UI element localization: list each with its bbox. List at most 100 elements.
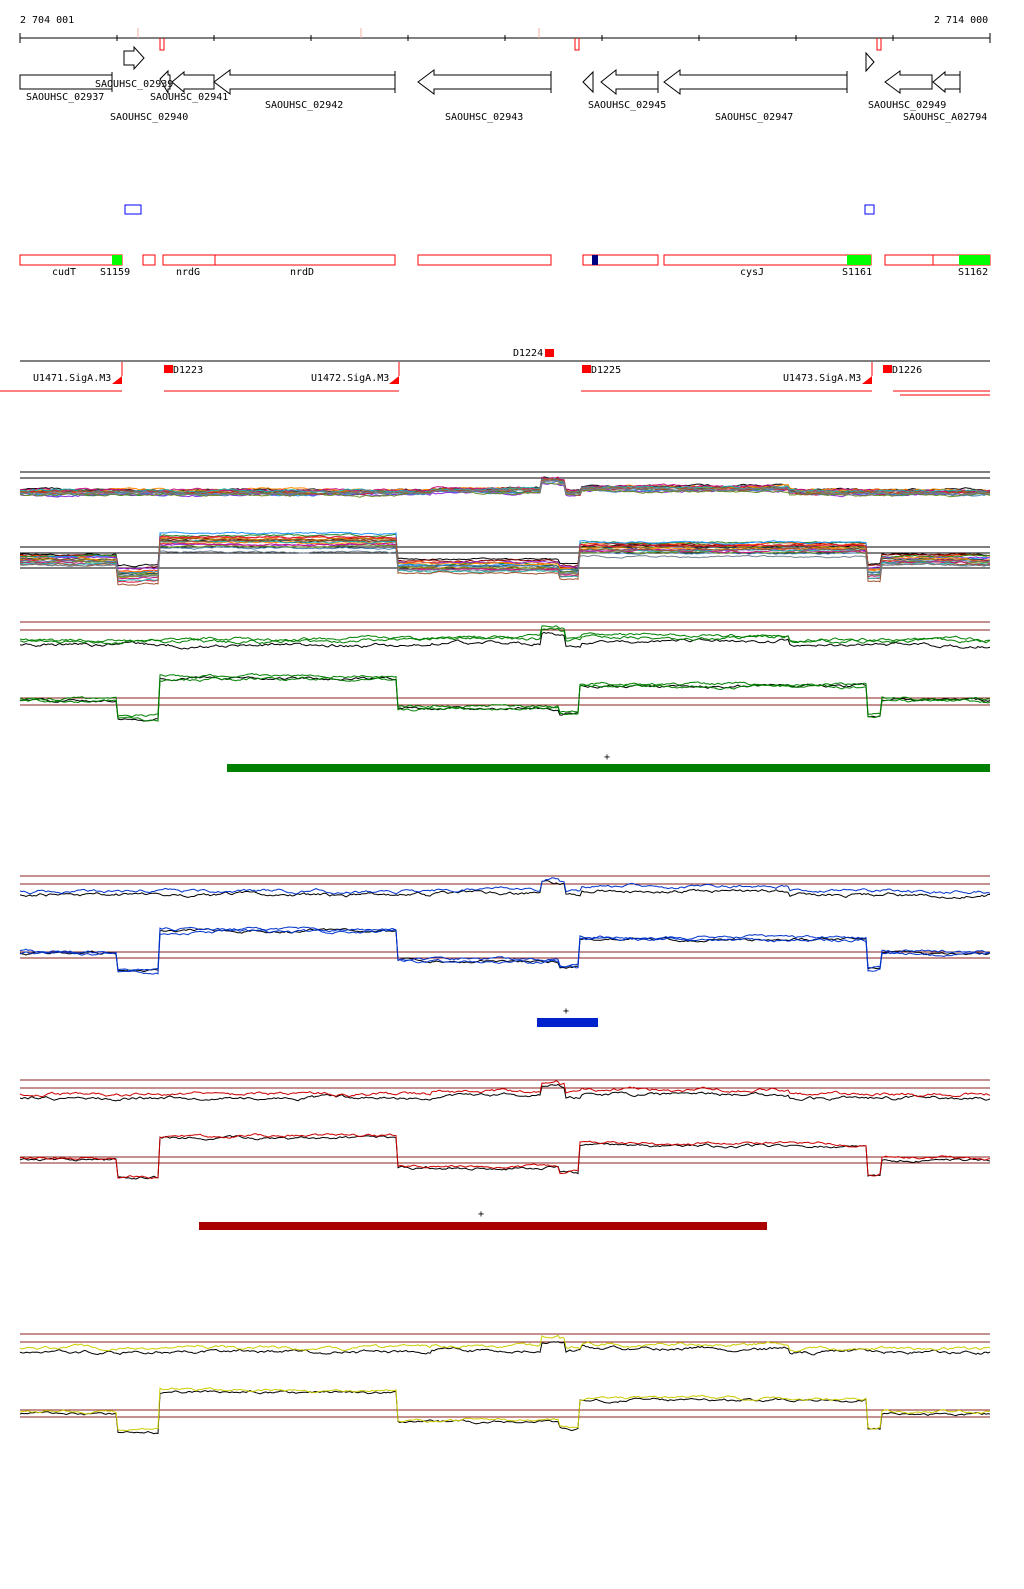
expression-trace <box>19 676 991 722</box>
reg-marker[interactable] <box>883 365 892 373</box>
coordinate-ruler: 2 704 001 2 714 000 <box>19 15 991 51</box>
reg-marker[interactable] <box>545 349 554 357</box>
segment-marker: + <box>604 752 610 763</box>
expression-trace <box>19 625 990 643</box>
annotation-box[interactable] <box>142 254 156 266</box>
gene-label: SAOUHSC_02939 <box>95 79 173 90</box>
annotation-label: cysJ <box>740 267 764 278</box>
expression-trace <box>19 880 991 900</box>
genes-track <box>19 45 961 96</box>
gene-arrow-SAOUHSC_02944[interactable] <box>582 70 594 94</box>
expression-trace <box>19 539 991 582</box>
segment-marker: + <box>563 1006 569 1017</box>
reg-label: D1224 <box>513 348 543 359</box>
annotation-label: nrdG <box>176 267 200 278</box>
gene-label: SAOUHSC_02947 <box>715 112 793 123</box>
annotation-label: S1161 <box>842 267 872 278</box>
blue-markers <box>124 204 875 215</box>
gene-label: SAOUHSC_02941 <box>150 92 228 103</box>
expression-trace <box>19 1387 991 1432</box>
gene-labels: SAOUHSC_02937 SAOUHSC_02939 SAOUHSC_0294… <box>26 79 987 123</box>
promoter-triangle[interactable] <box>112 376 122 384</box>
gene-arrow-SAOUHSC_02940[interactable] <box>159 69 171 95</box>
gene-label: SAOUHSC_02949 <box>868 100 946 111</box>
expression-trace <box>19 627 991 645</box>
ruler-start-label: 2 704 001 <box>20 15 74 26</box>
segment-marker: + <box>478 1209 484 1220</box>
srna-box[interactable] <box>847 255 871 265</box>
segment-bar-green[interactable] <box>227 764 990 772</box>
annotation-label: S1162 <box>958 267 988 278</box>
annotation-box[interactable] <box>19 254 123 266</box>
annotation-box[interactable] <box>214 254 396 266</box>
reg-label: D1223 <box>173 365 203 376</box>
gene-arrow-SAOUHSC_02948[interactable] <box>865 51 875 73</box>
annotation-label: cudT <box>52 267 76 278</box>
srna-box[interactable] <box>112 255 122 265</box>
srna-box[interactable] <box>959 255 990 265</box>
expression-trace <box>19 1341 991 1356</box>
gene-arrow-SAOUHSC_02939[interactable] <box>123 45 145 71</box>
expression-trace <box>19 927 991 973</box>
segment-bar-blue[interactable] <box>537 1018 598 1027</box>
expression-trace <box>19 481 991 498</box>
gene-label: SAOUHSC_02945 <box>588 100 666 111</box>
gene-label: SAOUHSC_02937 <box>26 92 104 103</box>
segment-bars: + + + <box>199 752 990 1230</box>
expression-trace <box>19 926 991 972</box>
regulatory-track: D1224 D1223 D1225 D1226 U1471.SigA.M3 U1… <box>0 348 990 396</box>
gene-arrow-SAOUHSC_02945[interactable] <box>600 68 659 96</box>
expression-trace <box>19 538 991 586</box>
blue-marker-box[interactable] <box>864 204 875 215</box>
expression-trace <box>19 672 991 718</box>
multi-condition-plus-strand <box>19 471 991 498</box>
expression-trace <box>19 1334 991 1353</box>
reg-marker[interactable] <box>164 365 173 373</box>
gene-arrow-SAOUHSC_02943[interactable] <box>417 69 552 95</box>
annotation-box[interactable] <box>417 254 552 266</box>
expression-trace <box>19 531 991 578</box>
expression-trace <box>19 1390 991 1435</box>
expression-trace <box>19 537 991 579</box>
annotation-box[interactable] <box>884 254 934 266</box>
reg-label: U1472.SigA.M3 <box>311 373 389 384</box>
promoter-triangle[interactable] <box>862 376 872 384</box>
gene-label: SAOUHSC_02943 <box>445 112 523 123</box>
annotation-label: S1159 <box>100 267 130 278</box>
segment-bar-red[interactable] <box>199 1222 767 1230</box>
promoter-triangle[interactable] <box>389 376 399 384</box>
expression-trace <box>19 550 991 577</box>
annotation-box[interactable] <box>582 254 659 266</box>
reg-label: U1473.SigA.M3 <box>783 373 861 384</box>
reg-label: U1471.SigA.M3 <box>33 373 111 384</box>
reg-label: D1225 <box>591 365 621 376</box>
expression-trace <box>19 478 991 494</box>
expression-trace <box>19 877 991 895</box>
expression-trace <box>19 542 991 580</box>
gene-arrow-SAOUHSC_02949[interactable] <box>884 70 933 94</box>
blue-marker-box[interactable] <box>124 204 142 215</box>
annotation-label: nrdD <box>290 267 314 278</box>
gene-arrow-SAOUHSC_02941[interactable] <box>171 70 215 94</box>
expression-trace <box>19 631 991 650</box>
ruler-end-label: 2 714 000 <box>934 15 988 26</box>
annotation-track: cudT S1159 nrdG nrdD cysJ S1161 S1162 <box>19 254 991 278</box>
gene-arrow-SAOUHSC_A02794[interactable] <box>932 70 961 94</box>
expression-trace <box>19 1134 991 1180</box>
gene-arrow-SAOUHSC_02947[interactable] <box>663 69 848 95</box>
expression-trace <box>19 541 991 574</box>
annotation-box[interactable] <box>162 254 216 266</box>
expression-trace <box>19 545 991 574</box>
navy-marker[interactable] <box>592 255 598 265</box>
expression-trace <box>19 928 991 975</box>
gene-arrow-SAOUHSC_02942[interactable] <box>213 69 396 95</box>
expression-trace <box>19 480 991 496</box>
reg-label: D1226 <box>892 365 922 376</box>
expression-trace <box>19 676 991 722</box>
reg-marker[interactable] <box>582 365 591 373</box>
gene-label: SAOUHSC_A02794 <box>903 112 987 123</box>
gene-label: SAOUHSC_02942 <box>265 100 343 111</box>
multi-condition-minus-strand <box>19 531 991 586</box>
annotation-box[interactable] <box>663 254 872 266</box>
